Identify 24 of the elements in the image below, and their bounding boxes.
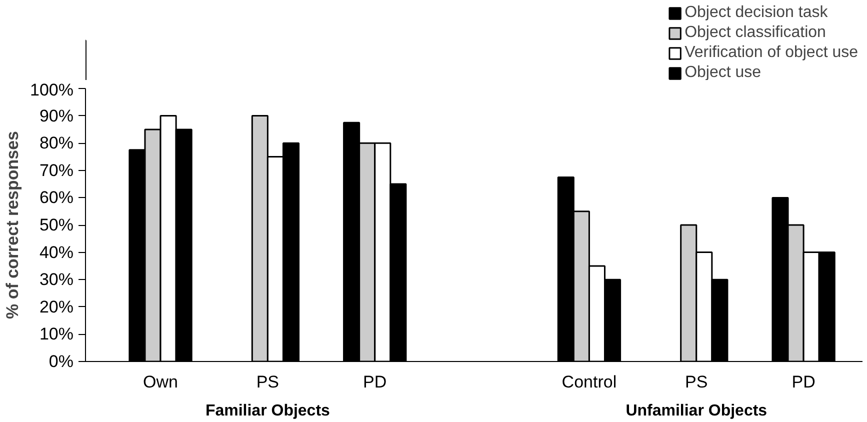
x-tick-label: PD bbox=[363, 372, 387, 392]
text: Unfamiliar Objects bbox=[626, 402, 768, 420]
y-tick-label: 90% bbox=[39, 106, 74, 126]
y-tick-label: 0% bbox=[48, 352, 74, 371]
x-tick-label: PS bbox=[256, 372, 280, 392]
legend-label: Object use bbox=[684, 64, 762, 82]
y-axis-title: % of correct responses bbox=[3, 130, 22, 320]
x-tick-label: Own bbox=[143, 372, 178, 392]
y-tick-label: 50% bbox=[39, 216, 74, 234]
y-tick-label: 80% bbox=[39, 134, 74, 153]
y-tick-label: 10% bbox=[39, 324, 74, 344]
legend-label: Verification of object use bbox=[684, 44, 858, 62]
y-tick-label: 30% bbox=[39, 270, 74, 290]
x-tick-label: PS bbox=[685, 372, 708, 392]
y-tick-label: 20% bbox=[39, 297, 74, 316]
legend-label: Object decision task bbox=[684, 4, 828, 22]
y-tick-label: 100% bbox=[30, 80, 74, 100]
text: Familiar Objects bbox=[205, 402, 330, 420]
x-tick-label: Control bbox=[562, 372, 617, 392]
y-tick-label: 70% bbox=[39, 160, 74, 180]
y-tick-label: 40% bbox=[39, 242, 74, 262]
x-tick-label: PD bbox=[792, 372, 816, 392]
y-tick-label: 60% bbox=[39, 188, 74, 208]
legend-label: Object classification bbox=[684, 24, 826, 42]
